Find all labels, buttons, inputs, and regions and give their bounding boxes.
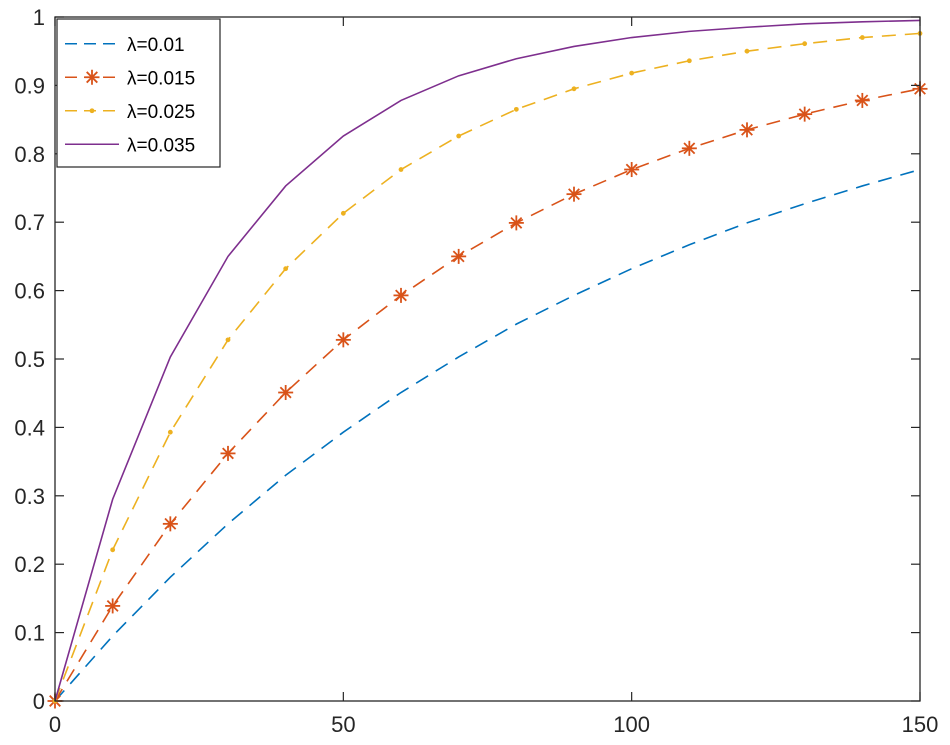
y-tick-label: 0.1 xyxy=(14,621,45,646)
series-0 xyxy=(54,168,921,702)
asterisk-stroke xyxy=(452,250,465,263)
data-point xyxy=(393,287,409,303)
data-point xyxy=(398,167,404,172)
series-line-3 xyxy=(54,19,921,702)
axes-layer: 0 50 100 150 0 0.1 0.2 0.3 0.4 0.5 0.6 0.7 0.8 0.9 1 xyxy=(14,5,938,737)
asterisk-stroke xyxy=(683,142,696,155)
asterisk-stroke xyxy=(856,94,869,107)
legend-item-3: λ=0.035 xyxy=(65,135,195,156)
legend-marker xyxy=(84,69,100,85)
asterisk-stroke xyxy=(86,71,98,84)
data-point xyxy=(451,248,467,264)
y-tick-label: 1 xyxy=(33,5,45,30)
data-point xyxy=(167,429,173,435)
asterisk-stroke xyxy=(164,517,177,530)
data-point xyxy=(629,70,635,76)
x-tick-label: 50 xyxy=(331,712,355,737)
asterisk-stroke xyxy=(222,447,234,460)
asterisk-stroke xyxy=(395,289,407,302)
data-point xyxy=(335,332,351,348)
asterisk-stroke xyxy=(510,216,523,229)
legend-label: λ=0.025 xyxy=(127,102,195,123)
asterisk-stroke xyxy=(279,386,292,399)
asterisk-stroke xyxy=(337,333,350,346)
legend-marker xyxy=(89,108,95,114)
data-point xyxy=(508,215,524,231)
y-tick-label: 0 xyxy=(33,689,45,714)
data-point xyxy=(744,48,750,54)
x-tick-label: 0 xyxy=(49,712,61,737)
data-point xyxy=(220,445,236,461)
legend-label: λ=0.015 xyxy=(127,68,195,89)
data-point xyxy=(686,58,692,64)
y-tick-label: 0.3 xyxy=(14,484,45,509)
y-tick-label: 0.8 xyxy=(14,142,45,167)
data-point xyxy=(225,337,231,343)
data-point xyxy=(624,162,640,178)
data-point xyxy=(340,210,346,216)
data-point xyxy=(859,35,865,40)
series-line-1 xyxy=(54,88,921,702)
legend-label: λ=0.035 xyxy=(127,135,195,156)
asterisk-stroke xyxy=(741,123,753,136)
data-point xyxy=(739,122,755,138)
data-point xyxy=(283,266,289,272)
data-point xyxy=(566,186,582,202)
legend-label: λ=0.01 xyxy=(127,35,185,56)
data-point xyxy=(797,106,813,122)
data-point xyxy=(802,41,808,47)
y-tick-label: 0.6 xyxy=(14,279,45,304)
series-1 xyxy=(47,81,928,709)
asterisk-stroke xyxy=(625,163,638,176)
legend-item-1: λ=0.015 xyxy=(65,68,195,89)
data-point xyxy=(278,385,294,401)
data-point xyxy=(110,547,116,553)
y-tick-label: 0.5 xyxy=(14,347,45,372)
data-point xyxy=(456,133,462,139)
asterisk-stroke xyxy=(106,599,119,612)
data-point xyxy=(105,598,121,614)
legend: λ=0.01 λ=0.015 λ=0.025 λ=0.035 xyxy=(56,18,221,168)
series-line-0 xyxy=(54,168,921,702)
x-tick-label: 150 xyxy=(902,712,939,737)
asterisk-stroke xyxy=(798,108,811,121)
series-3 xyxy=(54,19,921,702)
data-point xyxy=(162,516,178,532)
y-tick-label: 0.4 xyxy=(14,415,45,440)
data-point xyxy=(513,106,519,112)
y-tick-label: 0.7 xyxy=(14,210,45,235)
data-point xyxy=(571,86,577,92)
series-line-2 xyxy=(54,32,921,702)
y-tick-label: 0.9 xyxy=(14,73,45,98)
data-point xyxy=(854,92,870,108)
legend-item-0: λ=0.01 xyxy=(65,35,185,56)
asterisk-stroke xyxy=(568,188,580,201)
data-point xyxy=(681,140,697,156)
series-2 xyxy=(52,31,923,704)
legend-item-2: λ=0.025 xyxy=(65,102,195,123)
x-tick-label: 100 xyxy=(613,712,650,737)
series-layer xyxy=(47,19,928,709)
y-tick-label: 0.2 xyxy=(14,552,45,577)
